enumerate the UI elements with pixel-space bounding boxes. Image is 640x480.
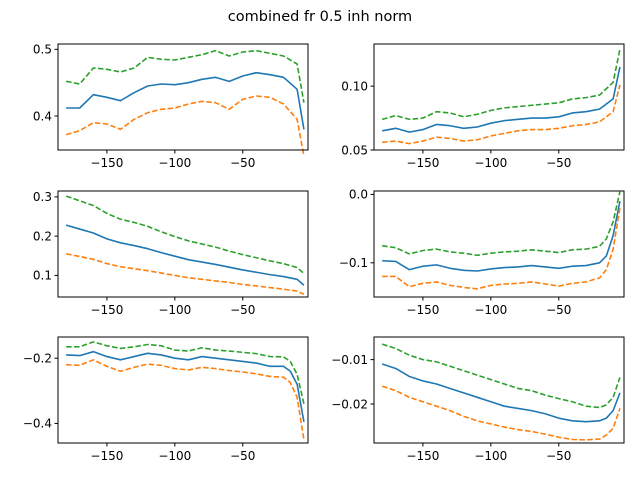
subplot-1: −150 −100 −50 0.4 0.5 xyxy=(33,43,309,170)
x-tick-label: −150 xyxy=(90,156,123,170)
series-line-upper xyxy=(381,343,621,409)
y-tick-label: 0.05 xyxy=(341,143,368,157)
y-tick-label: 0.3 xyxy=(33,190,52,204)
series-line-mean xyxy=(382,201,621,272)
x-tick-label: −50 xyxy=(230,449,255,463)
series-line-lower xyxy=(382,84,621,145)
series-line-upper xyxy=(65,49,305,103)
y-tick-label: 0.10 xyxy=(341,79,368,93)
y-tick-label: −0.2 xyxy=(23,352,52,366)
axes-frame xyxy=(373,190,625,298)
x-tick-label: −50 xyxy=(546,303,571,317)
x-tick-label: −100 xyxy=(474,449,507,463)
x-tick-label: −50 xyxy=(546,449,571,463)
x-tick-label: −150 xyxy=(90,449,123,463)
x-tick-label: −150 xyxy=(90,303,123,317)
axes-frame xyxy=(57,190,309,298)
series-line-upper xyxy=(381,48,621,121)
x-tick-label: −50 xyxy=(230,303,255,317)
x-tick-label: −50 xyxy=(230,156,255,170)
series-line-lower xyxy=(381,385,621,441)
y-tick-label: −0.02 xyxy=(331,397,368,411)
y-tick-label: −0.01 xyxy=(331,353,368,367)
y-tick-label: −0.1 xyxy=(339,256,368,270)
x-tick-label: −100 xyxy=(158,449,191,463)
x-tick-label: −150 xyxy=(406,156,439,170)
subplot-6: −150 −100 −50 −0.02 −0.01 xyxy=(331,336,625,463)
series-line-lower xyxy=(382,207,621,290)
series-line-mean xyxy=(66,350,305,422)
axes-frame xyxy=(373,43,625,151)
series-line-upper xyxy=(66,341,305,405)
y-tick-label: 0.1 xyxy=(33,269,52,283)
x-tick-label: −100 xyxy=(474,303,507,317)
series-line-mean xyxy=(381,363,621,423)
subplot-2: −150 −100 −50 0.05 0.10 xyxy=(341,43,625,170)
axes-frame xyxy=(57,43,309,151)
x-tick-label: −150 xyxy=(406,449,439,463)
y-tick-label: 0.2 xyxy=(33,229,52,243)
subplot-5: −150 −100 −50 −0.4 −0.2 xyxy=(23,336,309,463)
figure-title: combined fr 0.5 inh norm xyxy=(228,9,412,25)
subplot-3: −150 −100 −50 0.1 0.2 0.3 xyxy=(33,190,309,317)
axes-frame xyxy=(57,336,309,444)
series-line-mean xyxy=(382,66,621,133)
x-tick-label: −150 xyxy=(406,303,439,317)
series-line-upper xyxy=(382,191,621,257)
x-tick-label: −100 xyxy=(158,303,191,317)
series-line-mean xyxy=(66,71,305,130)
x-tick-label: −50 xyxy=(546,156,571,170)
subplot-4: −150 −100 −50 −0.1 0.0 xyxy=(339,188,625,317)
x-tick-label: −100 xyxy=(474,156,507,170)
series-line-lower xyxy=(65,253,305,295)
y-tick-label: 0.4 xyxy=(33,109,52,123)
y-tick-label: −0.4 xyxy=(23,417,52,431)
x-tick-label: −100 xyxy=(158,156,191,170)
axes-frame xyxy=(373,336,625,444)
series-line-lower xyxy=(65,95,305,157)
series-line-upper xyxy=(65,195,305,275)
y-tick-label: 0.5 xyxy=(33,43,52,57)
series-line-mean xyxy=(65,224,305,286)
y-tick-label: 0.0 xyxy=(349,188,368,202)
